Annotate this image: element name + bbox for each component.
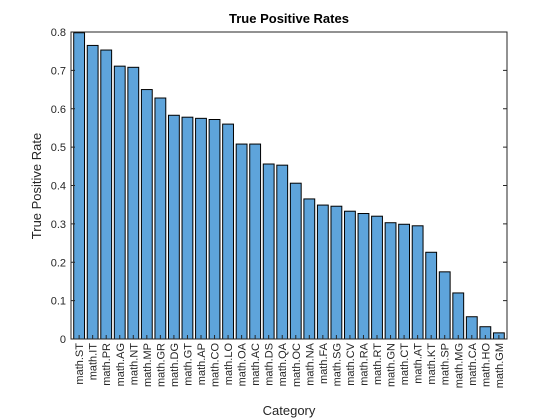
bar-math-it [86,44,99,340]
y-axis: 0 0.1 0.2 0.3 0.4 0.5 0.6 0.7 0.8 [51,27,507,346]
bar-math-st [73,32,86,340]
chart-title: True Positive Rates [229,11,349,26]
bar-math-rt [371,215,383,340]
x-tick-label: math.CO [210,343,222,387]
x-tick-label: math.CT [399,343,411,385]
y-tick-label: 0.6 [51,104,66,116]
x-tick-label: math.AP [196,343,208,385]
bar-math-gt [181,116,194,340]
x-tick-label: math.GN [386,343,398,387]
x-tick-label: math.FA [318,342,330,384]
x-tick-label: math.AT [413,343,425,384]
bars-group [73,32,505,340]
bar-math-ct [398,223,411,340]
bar-math-gr [154,97,167,340]
x-tick-label: math.MP [142,343,154,387]
bar-math-oc [289,182,302,340]
x-tick-label: math.SG [331,343,343,386]
bar-math-mp [140,89,153,340]
bar-math-at [411,225,424,340]
y-axis-label: True Positive Rate [29,133,44,239]
y-tick-label: 0.4 [51,181,66,193]
bar-math-ac [249,143,262,340]
x-tick-label: math.ST [74,343,86,385]
bar-math-cv [344,210,356,340]
bar-math-ra [357,213,370,340]
y-tick-label: 0 [60,334,66,346]
bar-math-fa [316,204,329,340]
x-tick-label: math.OC [291,343,303,387]
x-tick-label: math.NT [128,343,140,385]
x-tick-label: math.PR [101,343,113,386]
bar-math-ag [113,65,126,340]
bar-math-kt [425,251,438,340]
bar-math-ap [195,117,207,340]
x-tick-label: math.HO [480,343,492,387]
x-axis-label: Category [263,403,316,418]
y-tick-label: 0.8 [51,27,66,39]
x-tick-label: math.LO [223,343,235,386]
x-tick-label: math.GR [155,343,167,387]
x-tick-label: math.RA [358,342,370,385]
x-tick-label: math.IT [88,343,100,381]
x-tick-label: math.AC [250,343,262,386]
bar-math-oa [235,143,248,340]
bar-math-nt [127,66,140,340]
x-tick-label: math.MG [453,343,465,388]
bar-math-co [208,119,221,340]
x-tick-label: math.SP [440,343,452,385]
x-tick-label: math.CV [345,342,357,385]
bar-math-dg [167,114,180,340]
x-tick-label: math.GM [494,343,506,388]
x-tick-label: math.KT [426,343,438,385]
bar-math-na [303,198,316,340]
bar-math-gn [384,222,397,340]
bar-math-sp [438,271,451,340]
y-tick-label: 0.1 [51,296,66,308]
y-tick-label: 0.2 [51,257,66,269]
bar-math-qa [276,164,289,340]
x-tick-label: math.DG [169,343,181,387]
bar-math-lo [222,123,234,340]
bar-math-pr [100,49,113,340]
y-tick-label: 0.7 [51,65,66,77]
x-tick-label: math.GT [182,343,194,386]
plot-frame [70,31,508,340]
bar-math-mg [452,292,465,340]
y-tick-label: 0.5 [51,142,66,154]
x-tick-label: math.NA [304,342,316,385]
bar-math-ds [262,163,275,340]
bar-math-sg [330,205,343,340]
x-tick-label: math.RT [372,343,384,385]
x-tick-label: math.AG [115,343,127,386]
x-tick-label: math.OA [237,342,249,386]
x-axis: math.ST math.IT math.PR math.AG math.NT math.… [74,335,506,388]
x-tick-label: math.QA [277,342,289,386]
x-tick-label: math.DS [264,343,276,386]
y-tick-label: 0.3 [51,219,66,231]
x-tick-label: math.CA [467,342,479,385]
